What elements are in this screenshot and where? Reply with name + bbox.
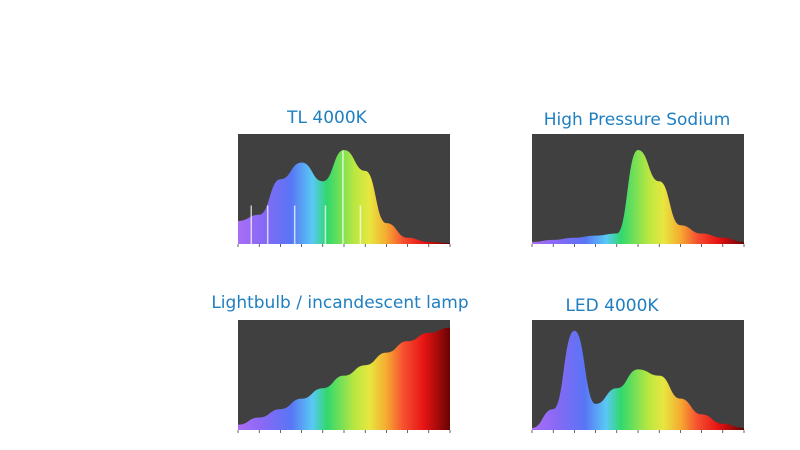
- spectrum-area: [238, 327, 450, 430]
- spectrum-area: [532, 330, 744, 430]
- spectrum-area: [238, 149, 450, 244]
- spectrum-area: [532, 149, 744, 244]
- spectrum-chart-high-pressure-sodium: [531, 134, 745, 247]
- chart-title-led-4000k: LED 4000K: [565, 296, 659, 316]
- spectrum-chart-incandescent: [237, 320, 451, 433]
- chart-title-tl-4000k: TL 4000K: [287, 108, 367, 128]
- spectrum-chart-led-4000k: [531, 320, 745, 433]
- chart-title-high-pressure-sodium: High Pressure Sodium: [543, 110, 731, 130]
- chart-title-incandescent: Lightbulb / incandescent lamp: [211, 293, 469, 313]
- spectrum-chart-tl-4000k: [237, 134, 451, 247]
